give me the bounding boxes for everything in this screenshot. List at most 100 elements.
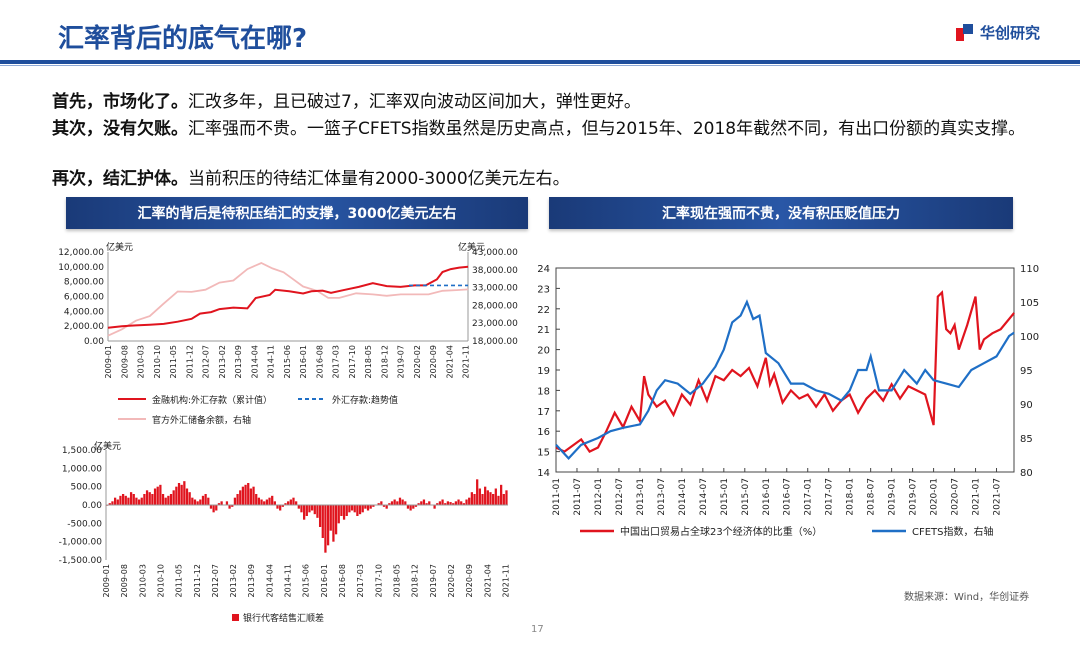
bar [209, 505, 213, 509]
bar [281, 505, 284, 507]
x-tick-label: 2019-07 [429, 564, 438, 597]
bar [438, 501, 442, 505]
data-source-note: 数据来源：Wind，华创证券 [904, 592, 1030, 603]
bar [137, 499, 141, 505]
x-tick-label: 2012-07 [211, 564, 220, 597]
bar [249, 488, 253, 505]
x-tick-label: 2018-05 [392, 564, 401, 597]
bar [199, 499, 202, 505]
bar [268, 497, 271, 505]
x-tick-label: 2014-04 [250, 345, 259, 378]
bar [390, 501, 394, 505]
x-tick-label: 2015-06 [283, 345, 292, 378]
y-tick-label: 17 [537, 407, 550, 418]
bar [295, 501, 298, 505]
y2-tick-label: 85 [1020, 434, 1033, 445]
bar [476, 479, 479, 505]
fx-deposit-reserve-chart: 12,000.00 10,000.00 8,000.00 6,000.00 4,000.… [58, 241, 518, 426]
bar [428, 501, 431, 505]
paragraph-2-lead: 其次，没有欠账。 [52, 119, 188, 139]
legend-label: 金融机构:外汇存款（累计值） [152, 394, 272, 406]
paragraph-3-body: 当前积压的待结汇体量有2000-3000亿美元左右。 [188, 169, 570, 189]
bar [404, 501, 407, 505]
bar [297, 505, 300, 509]
bar [326, 505, 330, 546]
bar [436, 503, 439, 505]
x-tick-label: 2015-07 [741, 478, 751, 516]
bar [225, 501, 229, 505]
bar [396, 501, 399, 505]
x-tick-label: 2010-03 [137, 345, 146, 378]
x-tick-label: 2017-03 [356, 564, 365, 597]
export-share-cfets-chart: 24 23 22 21 20 19 18 17 16 15 14 110 105 100 95 90 85 80 2… [537, 264, 1039, 538]
left-chart-banner: 汇率的背后是待积压结汇的支撑，3000亿美元左右 [66, 197, 528, 229]
bar [273, 501, 276, 505]
x-tick-label: 2016-08 [315, 345, 324, 378]
x-tick-label: 2017-03 [332, 345, 341, 378]
bar [337, 505, 340, 524]
x-tick-label: 2011-12 [193, 564, 202, 597]
x-tick-label: 2013-02 [218, 345, 227, 378]
y2-tick-label: 80 [1020, 468, 1033, 479]
bar [444, 503, 447, 505]
bar [353, 505, 356, 513]
x-tick-label: 2011-05 [169, 345, 178, 378]
y-tick-label: 20 [537, 346, 550, 357]
header-rule-thin [0, 65, 1080, 66]
y-tick-label: 4,000.00 [64, 307, 104, 317]
bar [108, 503, 111, 505]
bar [364, 505, 367, 509]
x-tick-label: 2021-11 [462, 345, 471, 378]
x-tick-label: 2020-07 [951, 478, 961, 516]
x-tick-label: 2012-01 [594, 478, 604, 516]
x-tick-label: 2019-07 [397, 345, 406, 378]
bar [481, 494, 484, 505]
x-tick-label: 2013-09 [234, 345, 243, 378]
bar [244, 484, 247, 505]
x-tick-label: 2014-04 [265, 564, 274, 597]
bar [324, 505, 327, 553]
x-tick-label: 2015-01 [720, 478, 730, 516]
x-tick-label: 2014-07 [699, 478, 709, 516]
bar [220, 501, 223, 505]
y2-tick-label: 33,000.00 [472, 284, 518, 294]
bar [460, 501, 463, 505]
x-tick-label: 2014-01 [678, 478, 688, 516]
x-tick-label: 2015-06 [302, 564, 311, 597]
bar [497, 495, 500, 505]
y-tick-label: 16 [537, 427, 550, 438]
y2-tick-label: 43,000.00 [472, 248, 518, 258]
x-tick-label: 2013-01 [636, 478, 646, 516]
bar [292, 497, 295, 505]
bar [145, 490, 149, 505]
y-tick-label: -500.00 [67, 519, 102, 529]
bar [361, 505, 364, 513]
bar [252, 486, 255, 505]
bar [132, 494, 135, 505]
bar [468, 497, 471, 505]
bar [398, 497, 402, 505]
y-tick-label: 22 [537, 305, 550, 316]
y2-tick-label: 18,000.00 [472, 337, 518, 347]
paragraph-1-body: 汇改多年，且已破过7，汇率双向波动区间加大，弹性更好。 [188, 92, 641, 112]
bar [196, 501, 199, 505]
bar [465, 499, 468, 505]
x-tick-label: 2010-10 [153, 345, 162, 378]
bar [271, 495, 274, 505]
bar [303, 505, 306, 520]
bar [372, 505, 375, 507]
bar [305, 505, 308, 516]
paragraph-3: 再次，结汇护体。当前积压的待结汇体量有2000-3000亿美元左右。 [52, 168, 1032, 190]
bar [276, 505, 279, 509]
bar [494, 488, 497, 505]
x-tick-label: 2016-01 [320, 564, 329, 597]
x-tick-label: 2010-03 [138, 564, 147, 597]
x-tick-label: 2009-01 [104, 345, 113, 378]
bar [247, 483, 250, 505]
bar [236, 494, 239, 505]
legend-label: CFETS指数，右轴 [912, 525, 994, 538]
x-tick-label: 2021-07 [993, 478, 1003, 516]
right-chart-banner: 汇率现在强而不贵，没有积压贬值压力 [549, 197, 1013, 229]
bar [215, 505, 218, 511]
y-tick-label: 500.00 [71, 483, 103, 493]
